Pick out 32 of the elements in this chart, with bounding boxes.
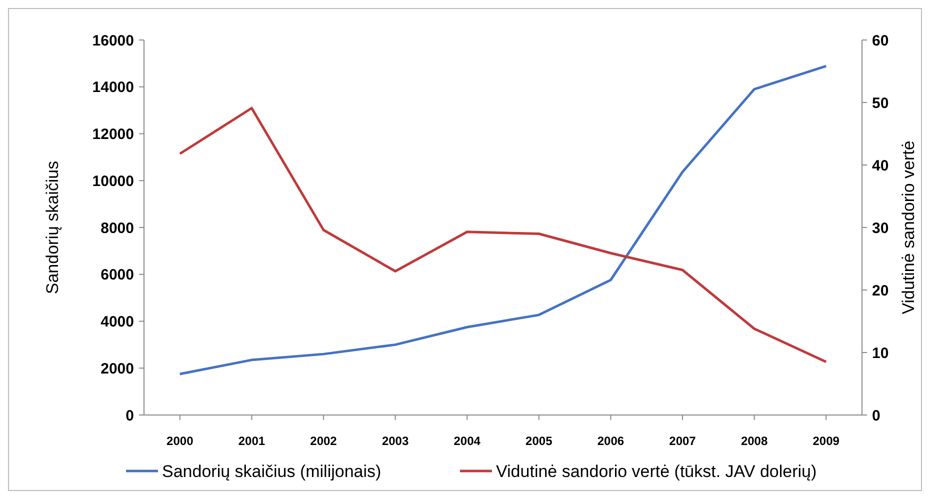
line-series: [178, 106, 828, 364]
y-axis-title: Sandorių skaičius: [43, 160, 62, 294]
x-tick-label: 2004: [454, 434, 481, 448]
x-tick-label: 2009: [812, 434, 840, 448]
y-tick-label: 4000: [100, 314, 134, 330]
y2-axis-title: Vidutinė sandorio vertė: [899, 140, 918, 314]
y-tick-label: 6000: [100, 266, 134, 284]
line-series: [178, 64, 828, 376]
y-tick-label: 12000: [92, 126, 134, 143]
y-tick-label: 14000: [92, 79, 134, 96]
y2-tick-label: 30: [872, 220, 889, 237]
y2-tick-label: 50: [872, 94, 889, 112]
y-tick-label: 2000: [100, 360, 134, 378]
x-tick-label: 2003: [382, 434, 409, 448]
x-tick-label: 2000: [166, 434, 194, 448]
x-tick-label: 2007: [669, 434, 696, 448]
x-tick-label: 2006: [597, 434, 624, 448]
y2-tick-label: 60: [872, 32, 889, 50]
y2-tick-label: 40: [872, 157, 889, 174]
x-tick-label: 2008: [740, 434, 768, 448]
y-tick-label: 10000: [92, 172, 134, 190]
y2-tick-label: 10: [872, 344, 889, 362]
y2-tick-label: 20: [872, 282, 889, 300]
x-tick-label: 2001: [238, 434, 266, 448]
y-tick-label: 0: [126, 407, 134, 424]
legend-label: Vidutinė sandorio vertė (tūkst. JAV dolerių): [496, 462, 817, 481]
x-tick-label: 2002: [310, 434, 338, 448]
legend-label: Sandorių skaičius (milijonais): [162, 462, 382, 481]
y-tick-label: 8000: [100, 220, 134, 237]
y2-tick-label: 0: [872, 407, 880, 424]
y-tick-label: 16000: [92, 32, 134, 50]
x-tick-label: 2005: [526, 434, 553, 448]
